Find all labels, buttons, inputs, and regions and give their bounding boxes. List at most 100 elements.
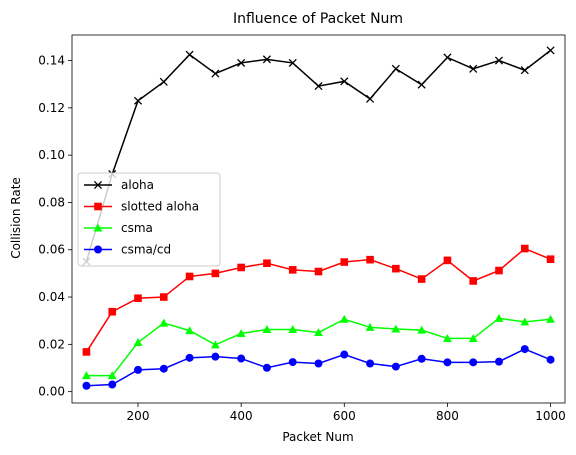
- data-point-aloha: [185, 50, 194, 59]
- data-point-slotted-aloha: [443, 256, 452, 265]
- y-tick-label: 0.04: [38, 290, 65, 304]
- data-point-aloha: [288, 58, 297, 67]
- plot-frame: [71, 34, 566, 404]
- data-point-aloha: [262, 55, 271, 64]
- legend-label: slotted aloha: [121, 200, 199, 214]
- data-point-csma: [236, 329, 246, 337]
- data-point-csma: [82, 371, 91, 380]
- legend-swatch-marker: [94, 245, 102, 254]
- data-point-csma-cd: [211, 352, 220, 361]
- data-point-slotted-aloha: [237, 263, 245, 272]
- data-point-slotted-aloha: [392, 264, 400, 273]
- data-point-csma: [339, 314, 349, 323]
- series-slotted-aloha: [82, 244, 555, 356]
- data-point-slotted-aloha: [134, 294, 142, 303]
- x-tick-label: 400: [230, 409, 253, 423]
- data-point-csma-cd: [108, 380, 117, 389]
- y-tick-label: 0.06: [38, 243, 65, 257]
- data-point-csma-cd: [366, 359, 375, 368]
- series-csma: [82, 313, 555, 380]
- data-point-csma: [391, 324, 401, 333]
- data-point-slotted-aloha: [340, 258, 349, 266]
- data-point-slotted-aloha: [288, 266, 297, 274]
- y-axis-ticks: 0.00 0.02 0.04 0.06 0.08 0.10 0.12 0.14: [38, 54, 72, 399]
- data-point-csma: [185, 326, 194, 335]
- data-point-csma: [365, 322, 375, 331]
- data-point-slotted-aloha: [520, 244, 529, 253]
- data-point-slotted-aloha: [263, 259, 271, 268]
- data-point-aloha: [494, 56, 504, 65]
- data-point-slotted-aloha: [159, 293, 168, 301]
- data-point-csma: [417, 325, 427, 334]
- y-tick-label: 0.12: [38, 101, 65, 115]
- data-point-csma: [468, 334, 478, 342]
- x-tick-label: 600: [333, 409, 356, 423]
- data-point-csma-cd: [469, 358, 478, 367]
- data-point-csma: [210, 340, 220, 349]
- data-point-csma-cd: [82, 381, 91, 390]
- data-point-slotted-aloha: [185, 272, 194, 281]
- x-tick-label: 200: [127, 409, 150, 423]
- data-point-aloha: [133, 96, 143, 105]
- data-point-csma-cd: [546, 355, 555, 364]
- legend-item: csma/cd: [84, 243, 171, 257]
- y-tick-label: 0.10: [38, 148, 65, 162]
- data-point-aloha: [443, 53, 452, 62]
- data-point-aloha: [211, 69, 220, 78]
- data-point-slotted-aloha: [469, 277, 478, 285]
- data-point-csma-cd: [159, 364, 168, 373]
- data-point-csma: [520, 317, 530, 326]
- data-point-csma: [494, 313, 504, 322]
- data-point-slotted-aloha: [108, 307, 117, 316]
- data-point-csma: [443, 334, 452, 342]
- x-axis-label: Packet Num: [282, 430, 353, 444]
- data-point-aloha: [417, 80, 426, 89]
- data-point-slotted-aloha: [82, 348, 91, 356]
- data-point-aloha: [391, 64, 400, 73]
- data-point-slotted-aloha: [546, 255, 555, 264]
- data-point-csma-cd: [443, 358, 452, 367]
- legend-label: csma/cd: [121, 243, 171, 257]
- data-point-csma-cd: [288, 358, 297, 367]
- data-point-aloha: [366, 94, 375, 103]
- data-point-csma-cd: [314, 359, 323, 368]
- data-point-csma: [314, 328, 323, 337]
- data-point-csma-cd: [417, 354, 426, 363]
- y-tick-label: 0.08: [38, 195, 65, 209]
- data-point-slotted-aloha: [417, 275, 426, 283]
- data-point-aloha: [546, 46, 555, 55]
- data-point-aloha: [314, 82, 323, 91]
- series-csma-cd: [82, 345, 555, 390]
- data-point-slotted-aloha: [366, 255, 374, 264]
- legend-item: aloha: [84, 178, 154, 192]
- x-axis-ticks: 200 400 600 800 1000: [127, 403, 566, 423]
- data-point-csma-cd: [134, 365, 143, 374]
- legend-item: csma: [84, 221, 153, 235]
- legend: aloha slotted aloha csma csma/cd: [77, 172, 221, 267]
- x-tick-label: 1000: [535, 409, 566, 423]
- data-point-csma-cd: [237, 354, 246, 363]
- data-point-slotted-aloha: [211, 269, 220, 278]
- data-point-csma: [262, 325, 272, 333]
- data-point-slotted-aloha: [314, 267, 323, 276]
- data-point-csma-cd: [494, 357, 503, 366]
- data-point-aloha: [520, 66, 529, 75]
- data-point-csma-cd: [391, 362, 400, 371]
- data-point-aloha: [340, 77, 349, 86]
- data-point-csma-cd: [520, 345, 529, 354]
- data-point-csma: [288, 325, 298, 333]
- data-point-csma-cd: [340, 350, 349, 359]
- data-point-aloha: [469, 64, 478, 73]
- data-point-aloha: [159, 77, 168, 86]
- legend-swatch-marker: [94, 202, 102, 211]
- data-point-csma: [107, 371, 117, 380]
- legend-item: slotted aloha: [84, 200, 199, 214]
- data-point-csma: [159, 318, 169, 327]
- chart-title: Influence of Packet Num: [233, 11, 403, 27]
- legend-label: csma: [121, 221, 153, 235]
- data-point-csma: [133, 338, 143, 346]
- data-point-csma-cd: [185, 353, 194, 362]
- legend-box: [77, 172, 221, 267]
- legend-swatch-marker: [93, 223, 103, 232]
